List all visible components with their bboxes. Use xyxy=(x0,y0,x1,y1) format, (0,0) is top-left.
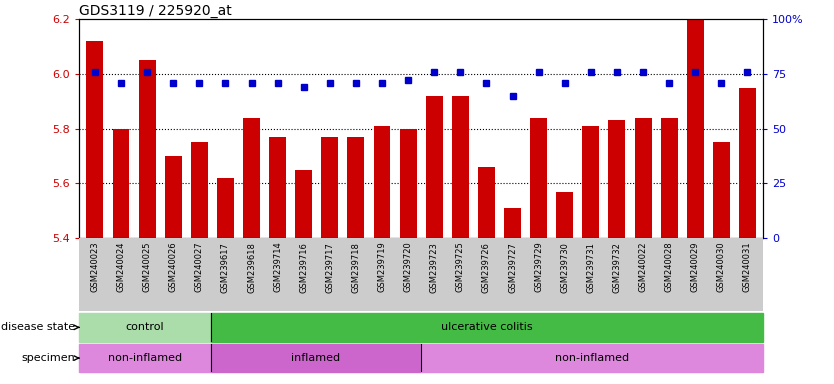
Bar xyxy=(191,142,208,238)
Text: GSM239730: GSM239730 xyxy=(560,242,570,293)
Bar xyxy=(79,344,211,372)
Text: GSM239716: GSM239716 xyxy=(299,242,309,293)
Text: GSM239727: GSM239727 xyxy=(508,242,517,293)
Bar xyxy=(87,41,103,238)
Bar xyxy=(138,60,156,238)
Text: GSM239617: GSM239617 xyxy=(221,242,230,293)
Bar xyxy=(374,126,390,238)
Bar xyxy=(504,208,521,238)
Bar xyxy=(635,118,651,238)
Bar xyxy=(609,121,626,238)
Text: non-inflamed: non-inflamed xyxy=(108,353,182,363)
Text: GSM239729: GSM239729 xyxy=(534,242,543,293)
Text: GSM240026: GSM240026 xyxy=(168,242,178,292)
Bar xyxy=(530,118,547,238)
Text: control: control xyxy=(126,322,164,333)
Text: GSM239718: GSM239718 xyxy=(351,242,360,293)
Text: GSM240025: GSM240025 xyxy=(143,242,152,292)
Bar xyxy=(211,313,763,342)
Text: GSM240031: GSM240031 xyxy=(743,242,752,292)
Text: GSM240028: GSM240028 xyxy=(665,242,674,292)
Text: GSM240027: GSM240027 xyxy=(195,242,203,292)
Bar xyxy=(217,178,234,238)
Text: disease state: disease state xyxy=(1,322,75,333)
Bar xyxy=(113,129,129,238)
Text: specimen: specimen xyxy=(22,353,75,363)
Text: non-inflamed: non-inflamed xyxy=(555,353,629,363)
Text: GSM240024: GSM240024 xyxy=(117,242,125,292)
Text: GDS3119 / 225920_at: GDS3119 / 225920_at xyxy=(79,4,232,18)
Bar xyxy=(556,192,573,238)
Text: GSM239720: GSM239720 xyxy=(404,242,413,293)
Bar xyxy=(452,96,469,238)
Text: inflamed: inflamed xyxy=(291,353,340,363)
Bar xyxy=(661,118,677,238)
Text: GSM239731: GSM239731 xyxy=(586,242,595,293)
Bar xyxy=(164,156,182,238)
Bar xyxy=(295,170,312,238)
Bar xyxy=(686,5,704,238)
Bar xyxy=(321,137,339,238)
Text: GSM240030: GSM240030 xyxy=(717,242,726,292)
Bar xyxy=(399,129,417,238)
Text: GSM239618: GSM239618 xyxy=(247,242,256,293)
Bar xyxy=(348,137,364,238)
Text: GSM239717: GSM239717 xyxy=(325,242,334,293)
Bar xyxy=(713,142,730,238)
Bar xyxy=(211,344,421,372)
Bar xyxy=(269,137,286,238)
Bar xyxy=(425,96,443,238)
Bar xyxy=(739,88,756,238)
Text: GSM240023: GSM240023 xyxy=(90,242,99,292)
Text: GSM239732: GSM239732 xyxy=(612,242,621,293)
Text: GSM239719: GSM239719 xyxy=(378,242,386,293)
Bar xyxy=(478,167,495,238)
Bar xyxy=(582,126,600,238)
Text: GSM239723: GSM239723 xyxy=(430,242,439,293)
Text: GSM240022: GSM240022 xyxy=(639,242,647,292)
Text: GSM239726: GSM239726 xyxy=(482,242,491,293)
Bar xyxy=(243,118,260,238)
Text: GSM239714: GSM239714 xyxy=(273,242,282,293)
Text: ulcerative colitis: ulcerative colitis xyxy=(441,322,533,333)
Text: GSM240029: GSM240029 xyxy=(691,242,700,292)
Text: GSM239725: GSM239725 xyxy=(456,242,465,293)
Bar xyxy=(79,313,211,342)
Bar xyxy=(421,344,763,372)
